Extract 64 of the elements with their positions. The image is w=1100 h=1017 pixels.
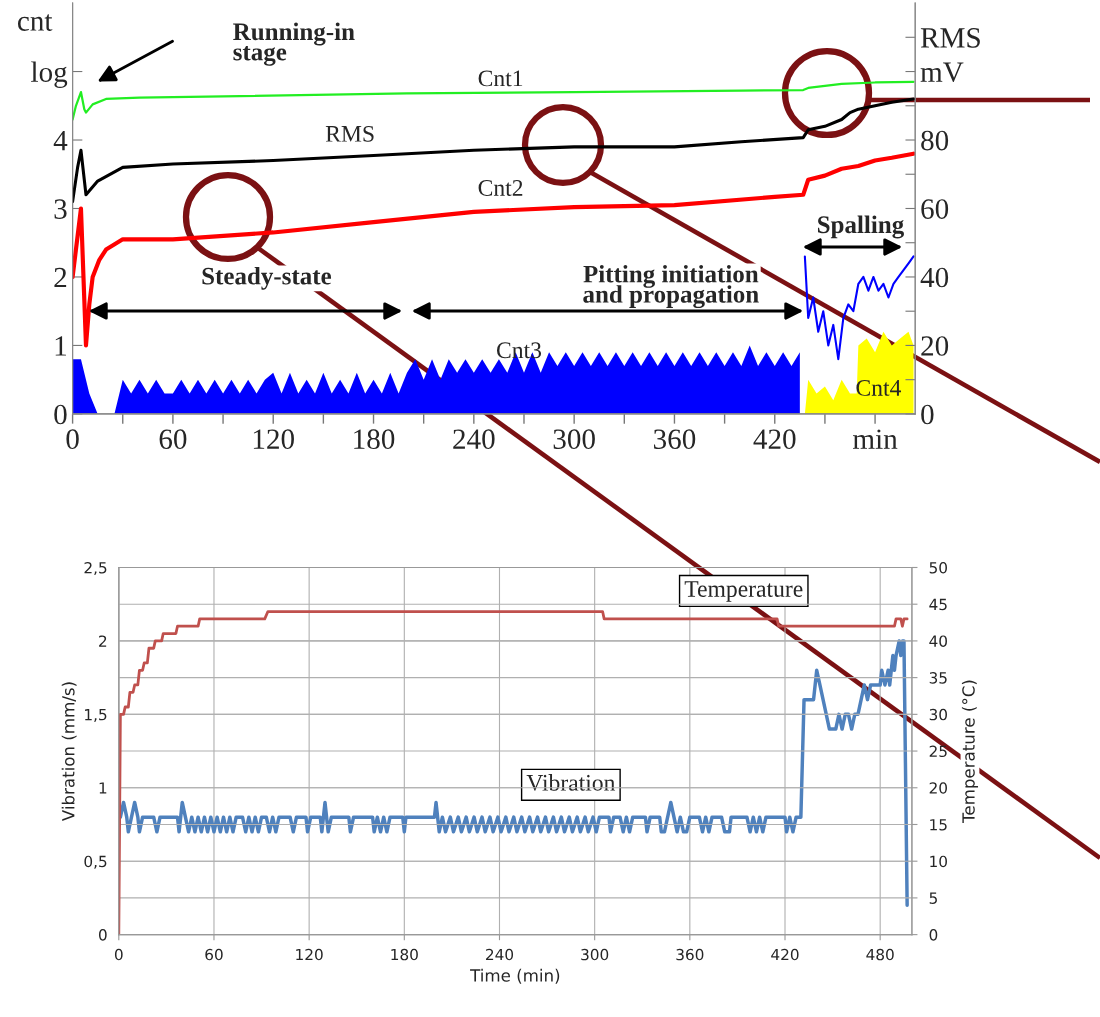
- x-tick-label: 480: [866, 948, 894, 961]
- series-label: RMS: [325, 125, 374, 142]
- y-tick-label: 0: [98, 929, 107, 941]
- series-label: Vibration: [526, 774, 616, 791]
- y-axis-title: cnt: [17, 14, 53, 31]
- y-tick-label: 1: [55, 336, 66, 356]
- y2-tick-label: 25: [929, 745, 947, 758]
- y2-tick-label: 20: [921, 336, 949, 356]
- y2-tick-label: 15: [930, 819, 947, 831]
- y-tick-label: 0,5: [84, 855, 107, 869]
- y-tick-label: 2: [54, 267, 67, 288]
- y2-tick-label: 40: [920, 267, 949, 288]
- y-tick-label: 2,5: [84, 561, 107, 576]
- y2-tick-label: 0: [921, 404, 934, 425]
- x-tick-label: 180: [391, 948, 418, 961]
- y2-tick-label: 45: [929, 598, 947, 611]
- x-tick-label: 180: [354, 429, 395, 450]
- x-tick-label: 420: [771, 948, 799, 961]
- series-label: Cnt1: [478, 70, 523, 87]
- x-tick-label: 240: [486, 948, 514, 961]
- y-tick-label: 1: [99, 782, 107, 794]
- series-label: Cnt3: [496, 342, 542, 359]
- y2-tick-label: 5: [929, 892, 937, 904]
- annotation: Spalling: [817, 215, 904, 239]
- y2-tick-label: 35: [929, 672, 947, 684]
- y2-tick-label: 60: [921, 199, 949, 219]
- y2-tick-label: 10: [930, 855, 947, 868]
- y2-tick-label: RMS: [920, 28, 980, 48]
- y-axis-title: Vibration (mm/s): [61, 682, 77, 822]
- y2-tick-label: 80: [921, 130, 949, 151]
- x-tick-label: min: [853, 429, 898, 449]
- y2-tick-label: 0: [929, 929, 938, 941]
- y2-tick-label: 20: [929, 782, 947, 794]
- x-tick-label: 360: [676, 948, 704, 961]
- series-label: Cnt2: [478, 180, 523, 196]
- x-tick-label: 120: [253, 429, 294, 450]
- annotation: Pitting initiation and propagation: [583, 264, 759, 309]
- x-tick-label: 300: [581, 948, 609, 961]
- y-tick-label: 1,5: [85, 709, 107, 722]
- y2-tick-label: 50: [929, 561, 947, 574]
- y2-tick-label: mV: [920, 62, 964, 83]
- y2-tick-label: 30: [929, 708, 947, 721]
- y2-tick-label: 40: [929, 635, 947, 647]
- x-tick-label: 120: [296, 948, 323, 961]
- x-tick-label: 60: [159, 429, 187, 450]
- x-axis-title: Time (min): [470, 968, 560, 984]
- x-tick-label: 0: [114, 948, 123, 961]
- y-tick-label: log: [31, 61, 68, 88]
- series-label: Temperature: [684, 581, 803, 602]
- x-tick-label: 60: [205, 948, 223, 961]
- y-tick-label: 4: [53, 130, 68, 151]
- x-tick-label: 360: [653, 429, 696, 450]
- annotation: Steady-state: [202, 266, 332, 290]
- y-tick-label: 0: [54, 404, 67, 425]
- x-tick-label: 240: [453, 429, 495, 450]
- annotation: Running-in stage: [233, 22, 355, 66]
- line-series: [118, 639, 909, 907]
- line-series: [118, 610, 909, 935]
- y-tick-label: 3: [54, 199, 67, 219]
- line-series: [72, 97, 916, 204]
- y-tick-label: 2: [99, 635, 107, 647]
- x-tick-label: 300: [553, 429, 595, 450]
- y2-axis-title: Temperature (°C): [961, 680, 979, 824]
- x-tick-label: 420: [753, 429, 796, 450]
